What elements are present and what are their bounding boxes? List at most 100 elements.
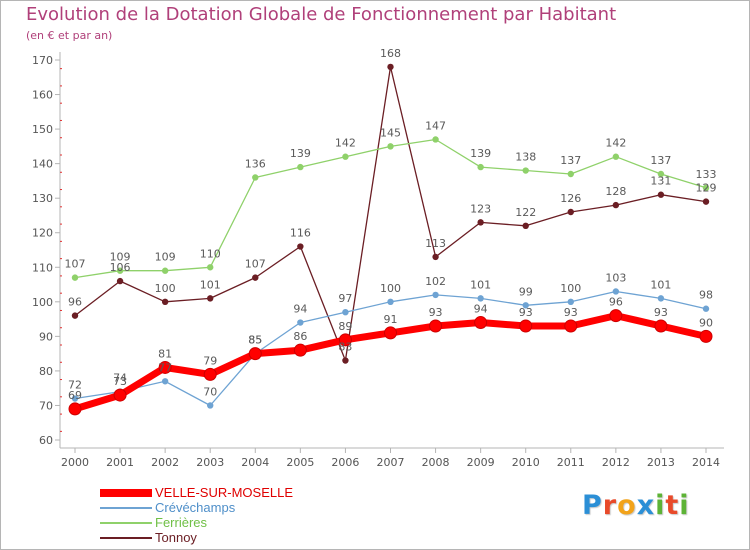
data-point-crevechamps [387, 298, 394, 306]
x-tick-label: 2011 [557, 456, 585, 469]
data-label-ferrieres: 147 [425, 119, 446, 132]
logo-letter: P [582, 490, 603, 521]
data-point-velle-sur-moselle [248, 347, 262, 361]
data-label-tonnoy: 83 [338, 341, 352, 354]
data-point-tonnoy [116, 277, 124, 285]
y-tick-label: 60 [39, 434, 53, 447]
data-label-velle-sur-moselle: 93 [564, 306, 578, 319]
data-label-tonnoy: 107 [245, 258, 266, 271]
data-label-crevechamps: 94 [293, 303, 307, 316]
logo-letter: i [679, 490, 690, 521]
data-point-velle-sur-moselle [429, 319, 443, 333]
data-label-velle-sur-moselle: 85 [248, 334, 262, 347]
legend-label: VELLE-SUR-MOSELLE [155, 485, 293, 500]
data-point-ferrieres [522, 167, 529, 174]
data-label-crevechamps: 100 [380, 282, 401, 295]
data-label-tonnoy: 106 [110, 261, 131, 274]
y-tick-label: 160 [32, 89, 53, 102]
logo-letter: i [655, 490, 666, 521]
x-tick-label: 2000 [61, 456, 89, 469]
data-point-tonnoy [207, 295, 214, 302]
y-tick-label: 80 [39, 365, 53, 378]
data-label-tonnoy: 129 [696, 182, 717, 195]
data-label-velle-sur-moselle: 91 [384, 313, 398, 326]
data-point-crevechamps [657, 295, 665, 302]
data-label-crevechamps: 101 [470, 278, 491, 291]
data-point-tonnoy [522, 222, 529, 230]
y-tick-label: 140 [32, 158, 53, 171]
data-point-ferrieres [657, 170, 665, 178]
data-label-crevechamps: 97 [338, 292, 352, 305]
data-point-ferrieres [207, 264, 214, 271]
x-tick-label: 2001 [106, 456, 134, 469]
data-point-tonnoy [477, 219, 484, 226]
data-label-ferrieres: 139 [290, 147, 311, 160]
data-label-ferrieres: 109 [155, 251, 176, 264]
data-label-tonnoy: 123 [470, 202, 491, 215]
logo-letter: t [665, 490, 680, 521]
data-point-velle-sur-moselle [293, 343, 307, 357]
data-point-crevechamps [702, 305, 710, 312]
data-point-velle-sur-moselle [203, 367, 217, 381]
x-tick-label: 2010 [512, 456, 540, 469]
data-point-ferrieres [567, 170, 574, 178]
data-label-ferrieres: 133 [696, 168, 717, 181]
data-label-ferrieres: 142 [605, 137, 626, 150]
data-label-velle-sur-moselle: 93 [654, 306, 668, 319]
data-point-ferrieres [612, 153, 620, 160]
legend-item: VELLE-SUR-MOSELLE [100, 485, 400, 501]
x-tick-label: 2004 [241, 456, 269, 469]
data-point-velle-sur-moselle [113, 388, 127, 402]
data-label-tonnoy: 101 [200, 278, 221, 291]
data-point-velle-sur-moselle [474, 316, 488, 330]
data-label-tonnoy: 122 [515, 206, 536, 219]
y-tick-label: 100 [32, 296, 53, 309]
data-label-tonnoy: 100 [155, 282, 176, 295]
data-label-tonnoy: 113 [425, 237, 446, 250]
chart-title: Evolution de la Dotation Globale de Fonc… [26, 4, 617, 25]
legend-label: Ferrières [155, 515, 208, 530]
data-label-tonnoy: 126 [560, 192, 581, 205]
logo-letter: r [602, 490, 618, 521]
legend-swatch [100, 507, 152, 509]
data-point-ferrieres [252, 174, 259, 181]
chart-subtitle: (en € et par an) [26, 29, 113, 42]
data-label-velle-sur-moselle: 93 [429, 306, 443, 319]
x-tick-label: 2007 [377, 456, 405, 469]
data-label-ferrieres: 109 [110, 251, 131, 264]
proxiti-logo: Proxiti [582, 490, 690, 521]
data-label-velle-sur-moselle: 89 [338, 320, 352, 333]
data-label-ferrieres: 142 [335, 137, 356, 150]
data-label-velle-sur-moselle: 93 [519, 306, 533, 319]
data-point-crevechamps [297, 319, 304, 326]
x-tick-label: 2002 [151, 456, 179, 469]
legend-item: Tonnoy [100, 530, 400, 546]
data-label-ferrieres: 137 [650, 154, 671, 167]
data-label-crevechamps: 99 [519, 285, 533, 298]
legend-item: Ferrières [100, 515, 400, 531]
logo-letter: o [617, 490, 637, 521]
data-point-ferrieres [432, 136, 439, 143]
data-point-velle-sur-moselle [384, 326, 397, 340]
x-tick-label: 2008 [422, 456, 450, 469]
data-point-crevechamps [612, 288, 620, 295]
data-label-velle-sur-moselle: 94 [474, 303, 488, 316]
data-point-crevechamps [71, 395, 79, 402]
y-tick-label: 110 [32, 261, 53, 274]
legend-label: Crévéchamps [155, 500, 236, 515]
y-tick-label: 170 [32, 54, 53, 67]
data-label-tonnoy: 131 [650, 175, 671, 188]
data-point-tonnoy [342, 357, 349, 364]
legend-swatch [100, 489, 152, 497]
data-point-ferrieres [161, 267, 169, 274]
data-label-velle-sur-moselle: 81 [158, 347, 172, 360]
y-tick-label: 120 [32, 227, 53, 240]
legend-item: Crévéchamps [100, 500, 400, 516]
data-label-ferrieres: 138 [515, 151, 536, 164]
data-point-ferrieres [297, 163, 304, 171]
data-label-velle-sur-moselle: 90 [699, 316, 713, 329]
data-label-velle-sur-moselle: 79 [203, 354, 217, 367]
x-tick-label: 2013 [647, 456, 675, 469]
